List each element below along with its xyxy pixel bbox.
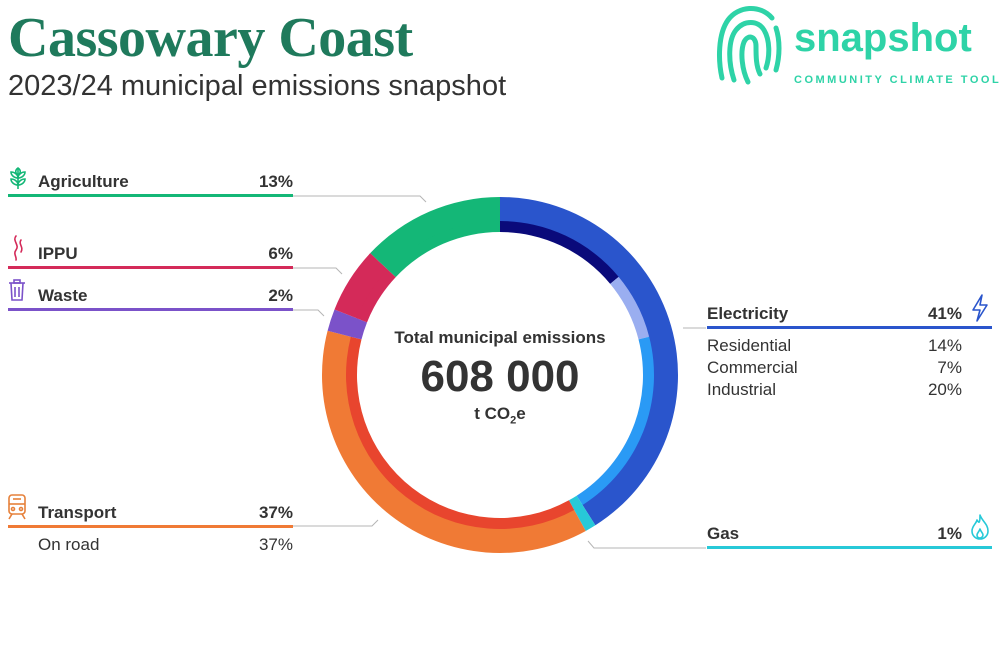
legend-transport-sub-name: On road: [38, 535, 100, 554]
legend-ippu-rule: [8, 266, 293, 269]
logo-tagline: COMMUNITY CLIMATE TOOL: [794, 74, 1000, 86]
donut-subslice-electricity-residential: [500, 221, 619, 284]
page-subtitle: 2023/24 municipal emissions snapshot: [8, 70, 507, 102]
bin-icon: [9, 279, 25, 301]
donut-subslice-ippu-0: [356, 269, 396, 323]
legend-transport-sub-value: 37%: [258, 535, 293, 554]
legend-electricity-value: 41%: [927, 304, 962, 323]
legend-agriculture-name: Agriculture: [38, 172, 129, 191]
flame-icon: [971, 514, 989, 540]
leader-line-ippu: [293, 267, 343, 275]
wheat-icon: [10, 167, 26, 189]
donut-subslice-waste-0: [350, 318, 368, 340]
legend-electricity-name: Electricity: [707, 304, 789, 323]
leader-line-waste: [293, 309, 325, 317]
lightning-icon: [972, 294, 988, 322]
donut-slice-agriculture: [370, 197, 500, 271]
leader-line-agriculture: [293, 195, 427, 203]
smoke-icon: [14, 235, 23, 261]
logo-word: snapshot: [794, 16, 972, 60]
legend-ippu-value: 6%: [268, 244, 293, 263]
train-icon: [8, 494, 26, 520]
legend-transport-name: Transport: [38, 503, 117, 522]
donut-slice-waste: [327, 309, 358, 337]
legend-ippu-name: IPPU: [38, 244, 78, 263]
legend-commercial-value: 7%: [937, 358, 962, 377]
legend-waste-rule: [8, 308, 293, 311]
snapshot-logo: snapshot COMMUNITY CLIMATE TOOL: [714, 0, 1000, 90]
legend-gas-name: Gas: [707, 524, 740, 543]
page-title: Cassowary Coast: [8, 7, 413, 69]
legend-commercial-name: Commercial: [707, 358, 798, 377]
legend-transport-rule: [8, 525, 293, 528]
legend-waste-name: Waste: [38, 286, 88, 305]
donut-subslice-electricity-industrial: [576, 336, 655, 506]
center-total-value: 608 000: [420, 352, 580, 401]
donut-subslice-agriculture-0: [387, 221, 500, 278]
legend-industrial-value: 20%: [927, 380, 962, 399]
legend-industrial-name: Industrial: [707, 380, 776, 399]
donut-slice-transport: [321, 330, 586, 554]
legend-residential-name: Residential: [707, 336, 792, 355]
legend-residential-value: 14%: [927, 336, 962, 355]
legend-agriculture-rule: [8, 194, 293, 197]
center-title: Total municipal emissions: [394, 328, 606, 347]
legend-agriculture-value: 13%: [258, 172, 293, 191]
center-unit: t CO2e: [474, 404, 526, 427]
donut-subslice-electricity-commercial: [610, 276, 650, 340]
legend-gas-rule: [707, 546, 992, 549]
donut-subslice-transport-on-road: [346, 336, 575, 529]
fingerprint-icon: [717, 6, 782, 85]
legend-electricity-rule: [707, 326, 992, 329]
donut-slice-gas: [573, 504, 596, 531]
donut-subslice-gas-0: [568, 495, 583, 510]
legend-waste-value: 2%: [268, 286, 293, 305]
donut-slice-ippu: [334, 253, 389, 319]
leader-line-transport: [293, 519, 379, 527]
leader-line-gas: [587, 540, 706, 549]
legend-transport-value: 37%: [258, 503, 293, 522]
donut-slice-electricity: [500, 197, 679, 526]
legend-gas-value: 1%: [937, 524, 962, 543]
